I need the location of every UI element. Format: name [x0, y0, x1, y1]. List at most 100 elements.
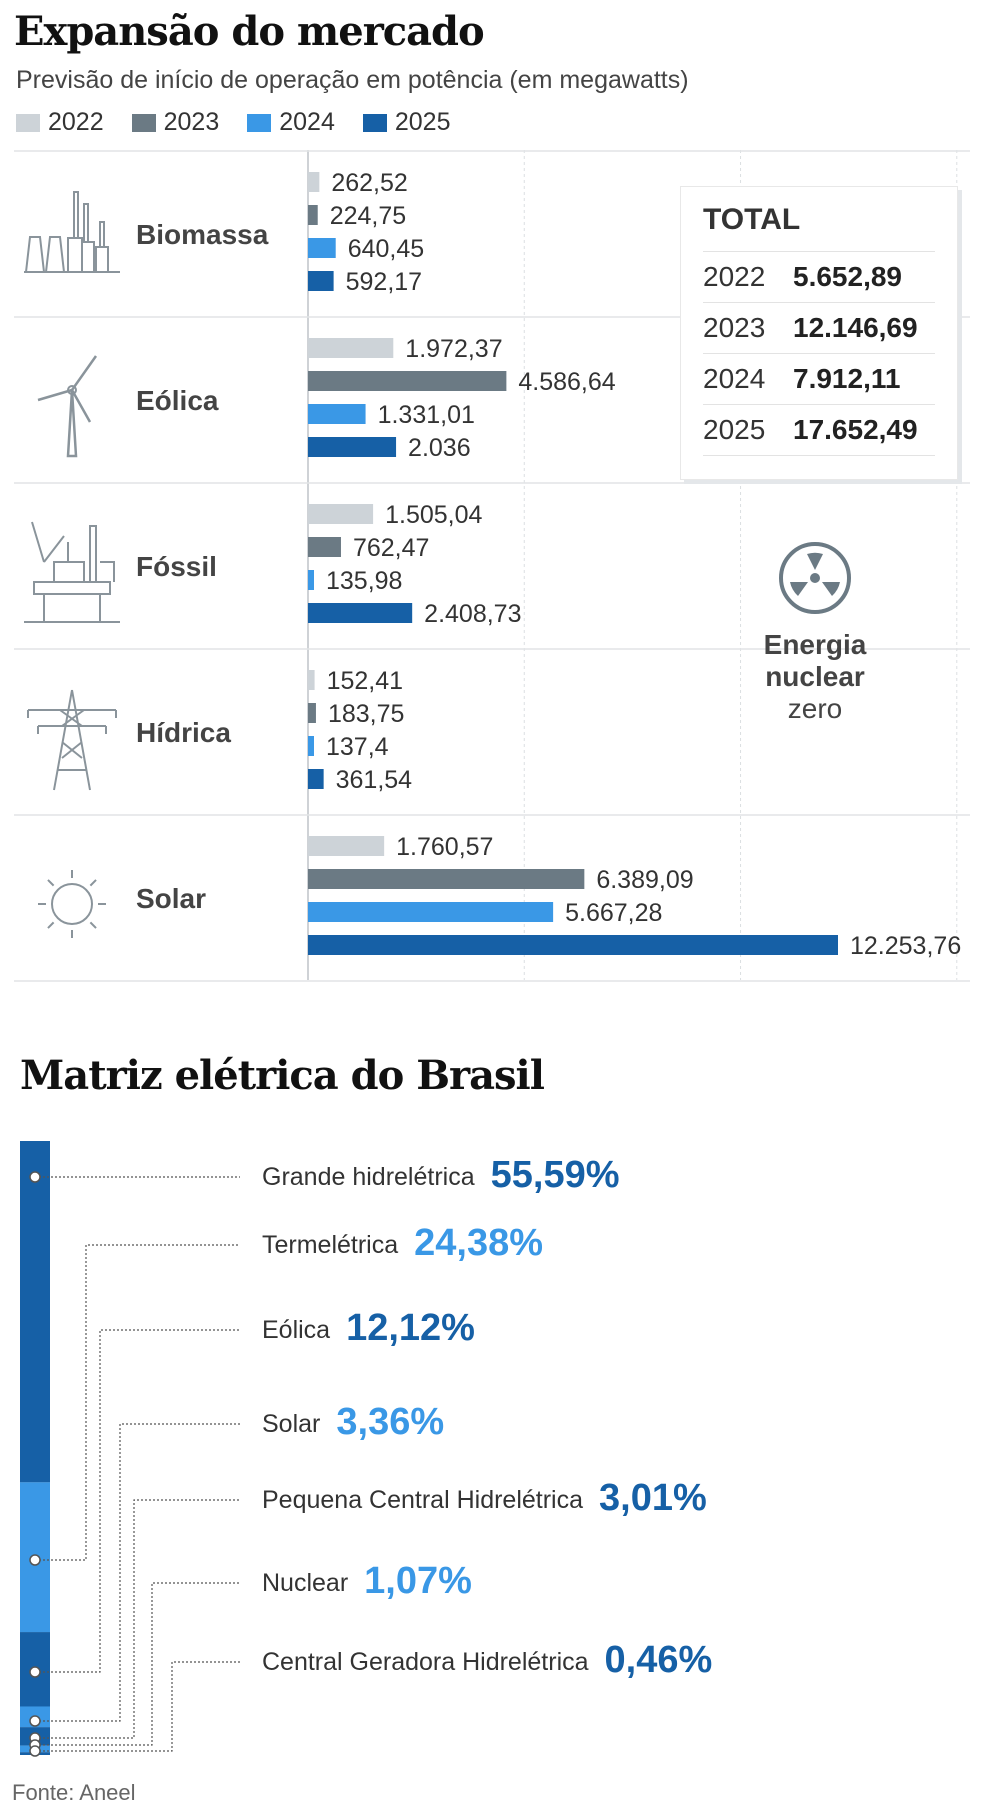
bar-2024	[308, 404, 366, 424]
bar-2022	[308, 670, 315, 690]
totals-value: 5.652,89	[793, 261, 902, 292]
legend-label-2022: 2022	[48, 108, 104, 136]
bar-value-label: 361,54	[336, 766, 413, 794]
sun-icon	[38, 870, 106, 938]
matrix-label: Eólica	[262, 1316, 330, 1344]
bar-2023	[308, 205, 318, 225]
bar-2023	[308, 703, 316, 723]
totals-title: TOTAL	[703, 203, 801, 236]
totals-row: 2022 5.652,89	[703, 251, 935, 302]
bar-2024	[308, 238, 336, 258]
matrix-connector	[35, 1423, 240, 1722]
matrix-connector	[35, 1244, 240, 1561]
legend-label-2023: 2023	[163, 108, 220, 136]
legend-swatch-2023	[131, 113, 156, 132]
wind-turbine-icon	[37, 355, 98, 458]
matrix-label: Solar	[262, 1410, 320, 1438]
category-label: Hídrica	[136, 717, 231, 748]
category-label: Eólica	[136, 385, 219, 416]
bar-2024	[308, 570, 314, 590]
legend-item-2022: 2022	[16, 108, 104, 137]
matrix-dot	[29, 1171, 41, 1183]
legend-item-2023: 2023	[131, 108, 220, 137]
bar-2025	[308, 271, 334, 291]
bar-value-label: 137,4	[326, 733, 389, 761]
nuclear-note: Energia nuclear zero	[740, 540, 890, 725]
matrix-segment	[20, 1141, 50, 1483]
matrix-dot	[29, 1554, 41, 1566]
bar-2025	[308, 769, 324, 789]
totals-year: 2023	[703, 312, 766, 343]
bar-2025	[308, 603, 413, 623]
matrix-connector	[35, 1499, 240, 1739]
legend-swatch-2022	[16, 113, 40, 132]
matrix-connector	[35, 1329, 240, 1673]
bar-value-label: 1.331,01	[378, 401, 475, 429]
bar-value-label: 2.036	[408, 434, 471, 462]
legend-item-2025: 2025	[362, 108, 451, 137]
matrix-label: Termelétrica	[262, 1231, 398, 1259]
source-note: Fonte: Aneel	[12, 1780, 136, 1805]
totals-row: 2024 7.912,11	[703, 353, 935, 404]
bar-value-label: 4.586,64	[518, 368, 615, 396]
category-label: Solar	[136, 883, 206, 914]
matrix-dot	[29, 1715, 41, 1727]
legend-swatch-2025	[362, 113, 387, 132]
bar-value-label: 1.505,04	[385, 501, 482, 529]
matrix-label: Grande hidrelétrica	[262, 1163, 475, 1191]
chart-subtitle: Previsão de início de operação em potênc…	[16, 66, 689, 94]
bar-value-label: 640,45	[348, 235, 424, 263]
legend-label-2025: 2025	[394, 108, 451, 136]
chart-title: Expansão do mercado	[14, 8, 485, 55]
bar-chart: Biomassa 262,52 224,75 640,45 592,17 Eólica 1.…	[14, 150, 970, 982]
bar-2024	[308, 736, 314, 756]
totals-value: 12.146,69	[793, 312, 918, 343]
bar-2025	[308, 935, 838, 955]
matrix-percent: 24,38%	[414, 1222, 543, 1264]
matrix-percent: 55,59%	[491, 1154, 620, 1196]
bar-value-label: 224,75	[330, 202, 406, 230]
bar-value-label: 135,98	[326, 567, 402, 595]
transmission-tower-icon	[27, 689, 117, 791]
totals-row: 2025 17.652,49	[703, 404, 935, 456]
matrix-label: Nuclear	[262, 1569, 348, 1597]
bar-2023	[308, 537, 341, 557]
nuclear-label: Energia nuclear	[763, 629, 867, 692]
nuclear-sublabel: zero	[787, 693, 843, 724]
totals-value: 7.912,11	[793, 363, 901, 394]
bar-value-label: 2.408,73	[424, 600, 521, 628]
totals-row: 2023 12.146,69	[703, 302, 935, 353]
matrix-dot	[29, 1745, 41, 1757]
bar-value-label: 183,75	[328, 700, 404, 728]
matrix-connector	[35, 1582, 240, 1746]
matrix-percent: 12,12%	[346, 1307, 475, 1349]
bar-value-label: 1.972,37	[405, 335, 502, 363]
matrix-label: Pequena Central Hidrelétrica	[262, 1486, 583, 1514]
totals-box: TOTAL 2022 5.652,89 2023 12.146,69 2024 7.9…	[680, 186, 958, 480]
category-label: Fóssil	[136, 551, 217, 582]
legend-label-2024: 2024	[279, 108, 335, 136]
matrix-percent: 0,46%	[605, 1639, 713, 1681]
bar-value-label: 762,47	[353, 534, 429, 562]
bar-value-label: 12.253,76	[850, 932, 961, 960]
legend: 2022 2023 2024 2025	[16, 108, 451, 137]
matrix-title: Matriz elétrica do Brasil	[20, 1052, 545, 1099]
bar-value-label: 262,52	[331, 169, 407, 197]
matrix-connector	[35, 1661, 240, 1752]
bar-2023	[308, 371, 507, 391]
bar-2022	[308, 836, 385, 856]
radiation-icon	[779, 542, 851, 614]
bar-2024	[308, 902, 554, 922]
matrix-percent: 3,36%	[336, 1401, 444, 1443]
legend-swatch-2024	[247, 113, 272, 132]
bar-2022	[308, 172, 320, 192]
legend-item-2024: 2024	[247, 108, 335, 137]
matrix-chart: Grande hidrelétrica 55,59% Termelétrica 24,…	[20, 1141, 713, 1757]
oil-platform-icon	[24, 521, 120, 623]
matrix-percent: 1,07%	[364, 1560, 472, 1602]
bar-2023	[308, 869, 585, 889]
matrix-dot	[29, 1666, 41, 1678]
bar-value-label: 152,41	[327, 667, 403, 695]
factory-icon	[24, 191, 120, 273]
totals-year: 2022	[703, 261, 766, 292]
